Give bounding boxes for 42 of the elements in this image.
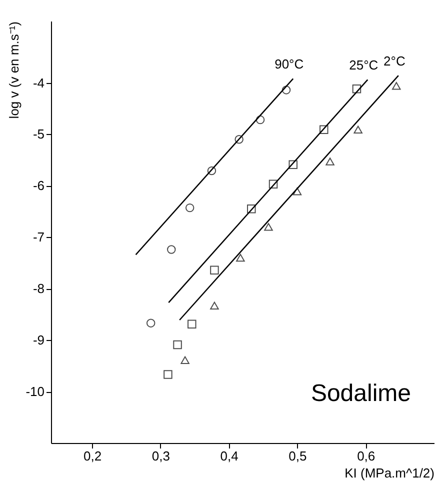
point (146, 318, 156, 328)
y-tick-label: -8 (32, 281, 44, 296)
y-tick-label: -6 (32, 178, 44, 194)
point (292, 187, 302, 196)
point (188, 320, 196, 328)
point (320, 125, 328, 134)
point (164, 370, 172, 379)
x-tick-label: 0,4 (220, 448, 238, 464)
point (173, 340, 182, 350)
series-label: 2°C (384, 54, 406, 69)
point (234, 135, 244, 144)
point (282, 86, 291, 94)
point (167, 245, 176, 254)
series-label: 25°C (349, 58, 378, 73)
point (207, 166, 216, 176)
y-tick-label: -5 (32, 126, 44, 142)
point (210, 302, 219, 310)
annotation: Sodalime (310, 380, 411, 407)
point (210, 266, 219, 274)
point (288, 160, 298, 169)
x-axis-title: KI (MPa.m^1/2) (344, 466, 434, 480)
x-tick-label: 0,2 (83, 448, 102, 464)
point (352, 84, 362, 94)
series-label: 90°C (274, 56, 304, 72)
point (326, 158, 334, 166)
point (256, 115, 265, 124)
point (268, 180, 278, 189)
point (392, 82, 401, 90)
point (247, 204, 256, 214)
point (354, 126, 362, 134)
x-tick-label: 0,3 (152, 448, 170, 464)
point (264, 223, 273, 231)
y-tick-label: -7 (32, 230, 44, 245)
y-tick-label: -10 (26, 384, 44, 400)
point (236, 254, 245, 262)
x-tick-label: 0,6 (357, 448, 376, 464)
point (185, 203, 194, 212)
point (180, 356, 190, 364)
y-axis-title: log v (v en m.s⁻¹) (6, 22, 22, 119)
x-tick-label: 0,5 (288, 448, 307, 464)
y-tick-label: -4 (32, 75, 44, 90)
y-tick-label: -9 (32, 332, 44, 348)
